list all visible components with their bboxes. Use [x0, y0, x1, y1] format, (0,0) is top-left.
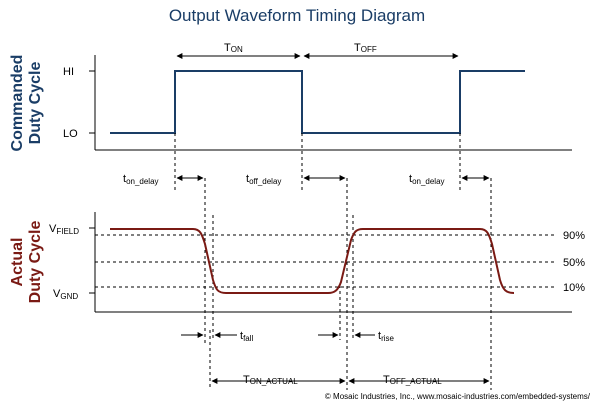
t-fall-label: tfall: [240, 330, 254, 343]
t-on-label: TON: [224, 42, 243, 54]
t-on-actual-label: TON_ACTUAL: [243, 374, 298, 386]
t-off-delay-label: toff_delay: [246, 173, 281, 186]
actual-axis-title-line2: Duty Cycle: [27, 221, 44, 304]
t-off-label: TOFF: [354, 42, 377, 54]
actual-axis-title-line1: Actual: [9, 238, 26, 287]
t-rise-label: trise: [378, 330, 395, 343]
t-on-delay-label-1: ton_delay: [123, 173, 159, 186]
diagram-title: Output Waveform Timing Diagram: [169, 6, 425, 25]
commanded-axis-title-line1: Commanded: [9, 55, 26, 152]
threshold-10-label: 10%: [563, 282, 585, 294]
t-on-delay-label-2: ton_delay: [409, 173, 445, 186]
vgnd-label: VGND: [53, 288, 78, 301]
commanded-hi-label: HI: [63, 66, 74, 78]
actual-waveform: [110, 228, 515, 294]
threshold-lines: [95, 234, 555, 288]
commanded-lo-label: LO: [63, 128, 78, 140]
threshold-90-label: 90%: [563, 230, 585, 242]
threshold-50-label: 50%: [563, 257, 585, 269]
commanded-waveform: [110, 70, 525, 134]
copyright-notice: © Mosaic Industries, Inc., www.mosaic-in…: [325, 392, 591, 401]
vfield-label: VFIELD: [49, 223, 79, 236]
t-off-actual-label: TOFF_ACTUAL: [383, 374, 442, 386]
commanded-axis-title-line2: Duty Cycle: [27, 62, 44, 145]
